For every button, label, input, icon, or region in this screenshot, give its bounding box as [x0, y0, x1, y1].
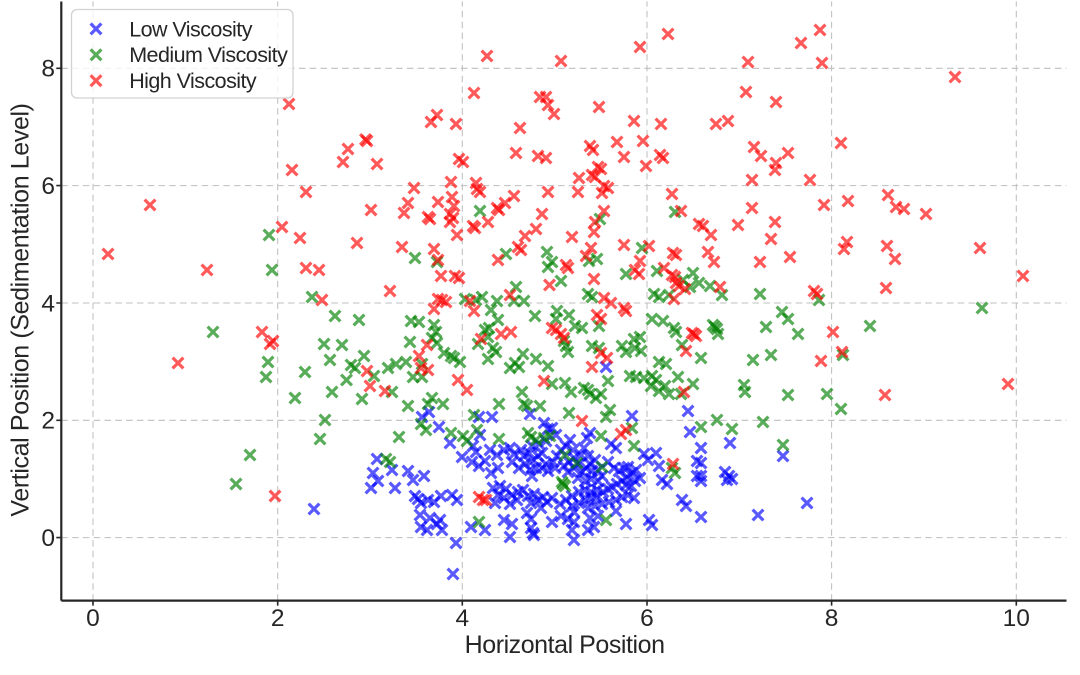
svg-text:0: 0: [86, 605, 100, 632]
svg-text:4: 4: [455, 605, 469, 632]
svg-text:8: 8: [41, 56, 55, 83]
svg-text:2: 2: [271, 605, 285, 632]
svg-text:6: 6: [41, 173, 55, 200]
svg-text:10: 10: [1003, 605, 1030, 632]
svg-text:6: 6: [640, 605, 654, 632]
svg-text:2: 2: [41, 408, 55, 435]
svg-text:0: 0: [41, 525, 55, 552]
svg-text:Medium Viscosity: Medium Viscosity: [129, 43, 288, 67]
svg-text:Horizontal Position: Horizontal Position: [465, 631, 665, 659]
svg-text:4: 4: [41, 290, 55, 317]
svg-text:Low Viscosity: Low Viscosity: [129, 17, 253, 41]
svg-text:Vertical Position (Sedimentati: Vertical Position (Sedimentation Level): [7, 103, 35, 516]
svg-text:High Viscosity: High Viscosity: [129, 69, 257, 93]
svg-text:8: 8: [825, 605, 839, 632]
